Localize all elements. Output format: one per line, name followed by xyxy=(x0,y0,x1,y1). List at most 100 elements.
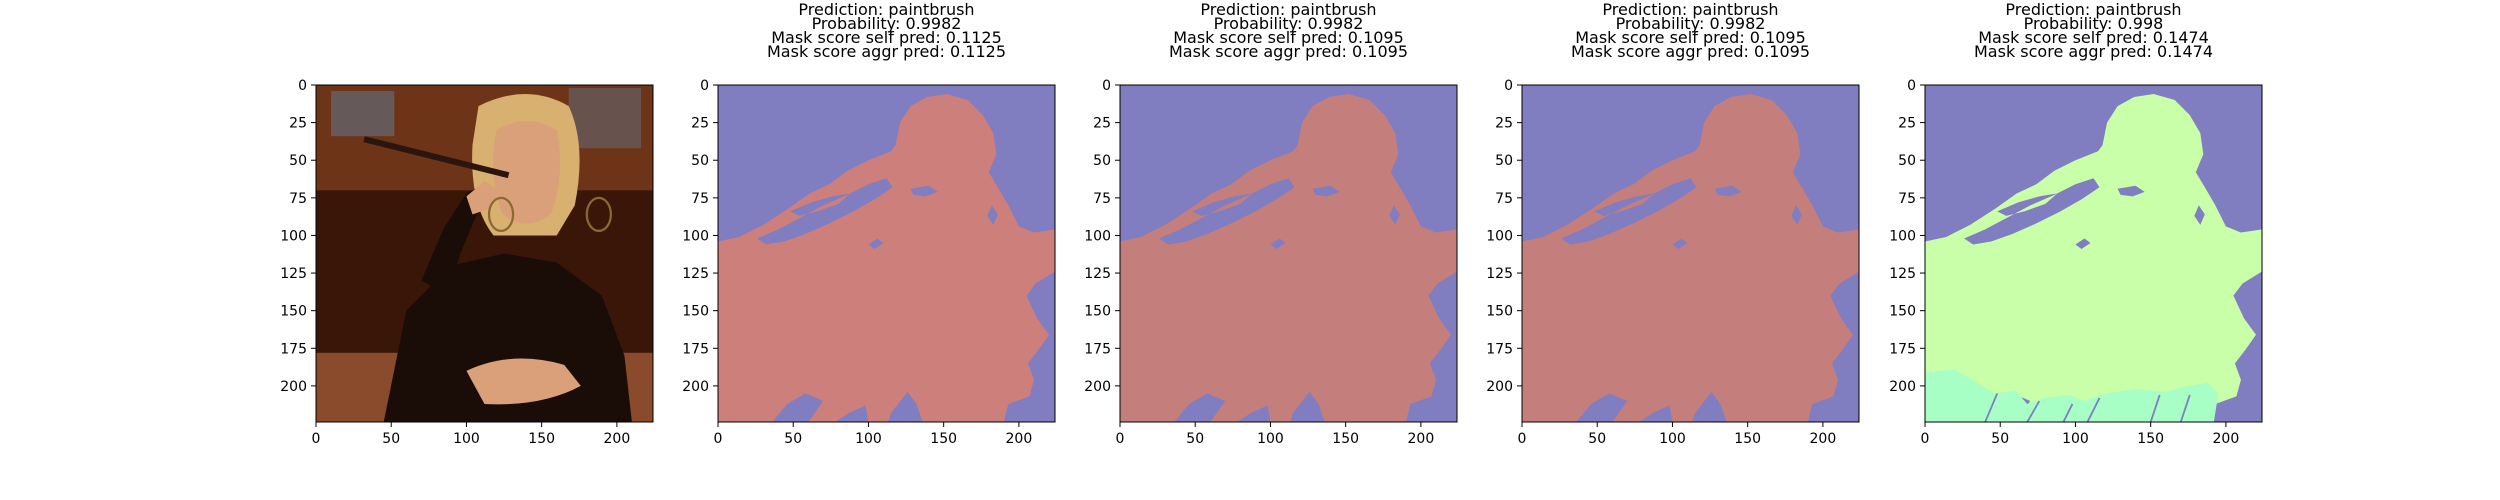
subplot-title-line: Probability: 0.998 xyxy=(2024,14,2164,33)
y-tick-label: 50 xyxy=(1495,153,1513,169)
axes-frame xyxy=(1924,84,2263,423)
subplot-title-line: Mask score self pred: 0.1474 xyxy=(1978,28,2209,47)
axes-frame xyxy=(717,84,1056,423)
subplot-title-line: Prediction: paintbrush xyxy=(2005,0,2181,19)
subplot-title-line: Prediction: paintbrush xyxy=(1200,0,1376,19)
subplot-1: 0 50 100 150 200 0 25 50 75 100 125 150 175 200 xyxy=(280,78,654,447)
segmentation-mask-image xyxy=(718,85,1055,422)
y-tick-label: 125 xyxy=(1889,266,1916,282)
mask-stripe xyxy=(2149,394,2161,422)
y-tick-label: 150 xyxy=(1084,304,1111,320)
subplot-title-line: Probability: 0.9982 xyxy=(812,14,962,33)
y-tick-label: 125 xyxy=(682,266,709,282)
x-tick-label: 50 xyxy=(1186,431,1204,447)
y-tick-label: 25 xyxy=(1093,116,1111,132)
x-tick-label: 100 xyxy=(1659,431,1686,447)
mask-stripe xyxy=(2062,403,2074,422)
image-data-space xyxy=(1925,85,2262,422)
y-tick-label: 100 xyxy=(1889,228,1916,244)
y-tick-label: 150 xyxy=(682,304,709,320)
axes-frame xyxy=(315,84,654,423)
x-tick-label: 200 xyxy=(2213,431,2240,447)
y-tick-label: 200 xyxy=(682,379,709,395)
mask-stripe xyxy=(2026,400,2041,422)
axes-frame xyxy=(1119,84,1458,423)
photo-earring xyxy=(487,196,515,233)
x-tick-label: 50 xyxy=(382,431,400,447)
mask-foreground xyxy=(1120,94,1457,422)
y-tick-label: 200 xyxy=(280,379,307,395)
y-tick-label: 200 xyxy=(1889,379,1916,395)
photo-face xyxy=(493,121,561,224)
mask-secondary-region xyxy=(1925,369,2219,422)
mask-foreground xyxy=(1522,94,1859,422)
axes-frame xyxy=(1521,84,1860,423)
x-tick-label: 200 xyxy=(1810,431,1837,447)
y-tick-label: 0 xyxy=(298,78,307,94)
x-tick-label: 50 xyxy=(1991,431,2009,447)
y-tick-label: 150 xyxy=(1889,304,1916,320)
mask-foreground xyxy=(718,94,1055,422)
y-tick-label: 0 xyxy=(1102,78,1111,94)
mask-stripe xyxy=(2179,394,2191,422)
image-data-space xyxy=(718,85,1055,422)
y-tick-label: 75 xyxy=(289,191,307,207)
y-tick-label: 175 xyxy=(1486,341,1513,357)
y-tick-label: 100 xyxy=(1084,228,1111,244)
subplot-title-line: Probability: 0.9982 xyxy=(1616,14,1766,33)
subplot-title-line: Prediction: paintbrush xyxy=(1602,0,1778,19)
y-tick-label: 150 xyxy=(1486,304,1513,320)
y-tick-label: 125 xyxy=(280,266,307,282)
x-tick-label: 0 xyxy=(312,431,321,447)
y-tick-label: 75 xyxy=(1495,191,1513,207)
x-tick-label: 200 xyxy=(1408,431,1435,447)
segmentation-mask-image xyxy=(1925,85,2262,422)
x-tick-label: 150 xyxy=(1734,431,1761,447)
photo-window xyxy=(568,88,641,149)
y-tick-label: 50 xyxy=(1093,153,1111,169)
x-tick-label: 0 xyxy=(1921,431,1930,447)
y-tick-label: 100 xyxy=(280,228,307,244)
subplot-title-line: Mask score aggr pred: 0.1095 xyxy=(1169,42,1408,61)
x-tick-label: 0 xyxy=(1518,431,1527,447)
x-tick-label: 0 xyxy=(714,431,723,447)
x-tick-label: 100 xyxy=(1257,431,1284,447)
image-data-space xyxy=(1120,85,1457,422)
y-tick-label: 25 xyxy=(1898,116,1916,132)
x-tick-label: 150 xyxy=(2137,431,2164,447)
y-tick-label: 100 xyxy=(682,228,709,244)
subplot-title-line: Mask score aggr pred: 0.1095 xyxy=(1571,42,1810,61)
x-tick-label: 0 xyxy=(1116,431,1125,447)
image-data-space xyxy=(1522,85,1859,422)
photo-earring xyxy=(585,196,613,233)
y-tick-label: 200 xyxy=(1486,379,1513,395)
y-tick-label: 75 xyxy=(1898,191,1916,207)
photo-paintbrush xyxy=(363,136,510,179)
x-tick-label: 150 xyxy=(1332,431,1359,447)
subplot-title-line: Mask score self pred: 0.1095 xyxy=(1173,28,1404,47)
x-tick-label: 50 xyxy=(1588,431,1606,447)
x-tick-label: 200 xyxy=(604,431,631,447)
y-tick-label: 125 xyxy=(1084,266,1111,282)
x-tick-label: 100 xyxy=(453,431,480,447)
y-tick-label: 150 xyxy=(280,304,307,320)
subplot-title-line: Mask score aggr pred: 0.1474 xyxy=(1974,42,2213,61)
x-tick-label: 100 xyxy=(855,431,882,447)
segmentation-mask-image xyxy=(1120,85,1457,422)
y-tick-label: 50 xyxy=(289,153,307,169)
subplot-title-line: Prediction: paintbrush xyxy=(798,0,974,19)
y-tick-label: 200 xyxy=(1084,379,1111,395)
y-tick-label: 125 xyxy=(1486,266,1513,282)
y-tick-label: 0 xyxy=(1907,78,1916,94)
y-tick-label: 100 xyxy=(1486,228,1513,244)
subplot-title-line: Mask score self pred: 0.1095 xyxy=(1575,28,1806,47)
x-tick-label: 150 xyxy=(930,431,957,447)
y-tick-label: 175 xyxy=(682,341,709,357)
segmentation-mask-image xyxy=(1522,85,1859,422)
y-tick-label: 25 xyxy=(1495,116,1513,132)
